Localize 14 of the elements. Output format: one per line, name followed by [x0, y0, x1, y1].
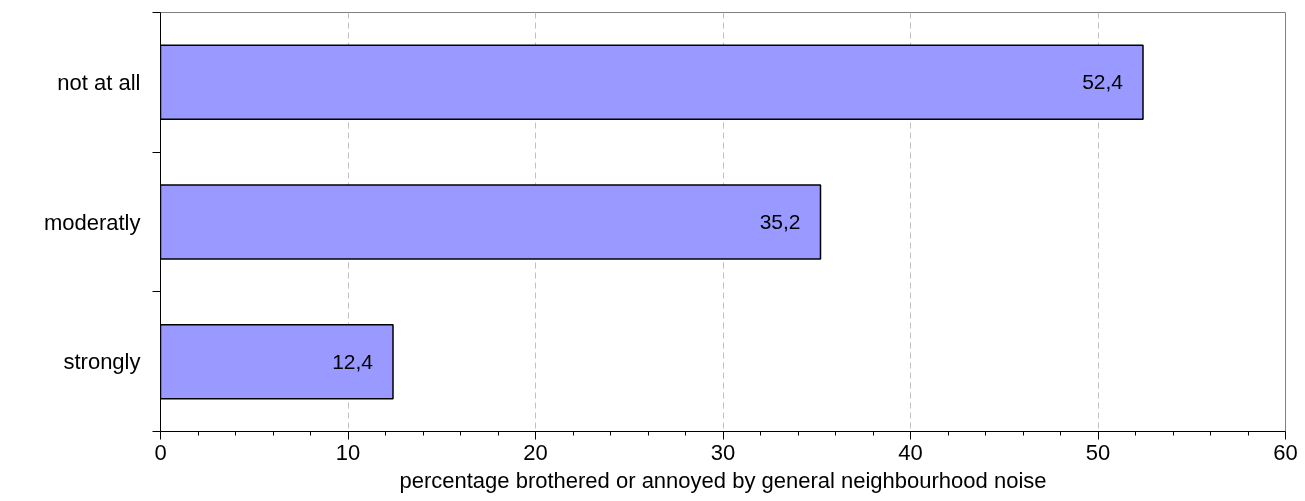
x-tick-label: 40	[898, 439, 923, 465]
x-tick-label: 0	[154, 439, 167, 465]
data-label: 12,4	[332, 349, 374, 373]
x-tick-label: 30	[710, 439, 736, 465]
x-axis-title: percentage brothered or annoyed by general neighbourhood noise	[399, 467, 1047, 493]
y-tick-label: strongly	[63, 349, 141, 375]
x-tick-label: 20	[523, 439, 548, 465]
x-tick-label: 10	[335, 439, 361, 465]
x-tick-label: 60	[1273, 439, 1298, 465]
data-label: 52,4	[1082, 70, 1124, 94]
y-tick-label: not at all	[57, 69, 141, 95]
y-tick-label: moderatly	[43, 209, 141, 235]
data-label: 35,2	[759, 210, 801, 233]
x-tick-label: 50	[1085, 439, 1111, 465]
